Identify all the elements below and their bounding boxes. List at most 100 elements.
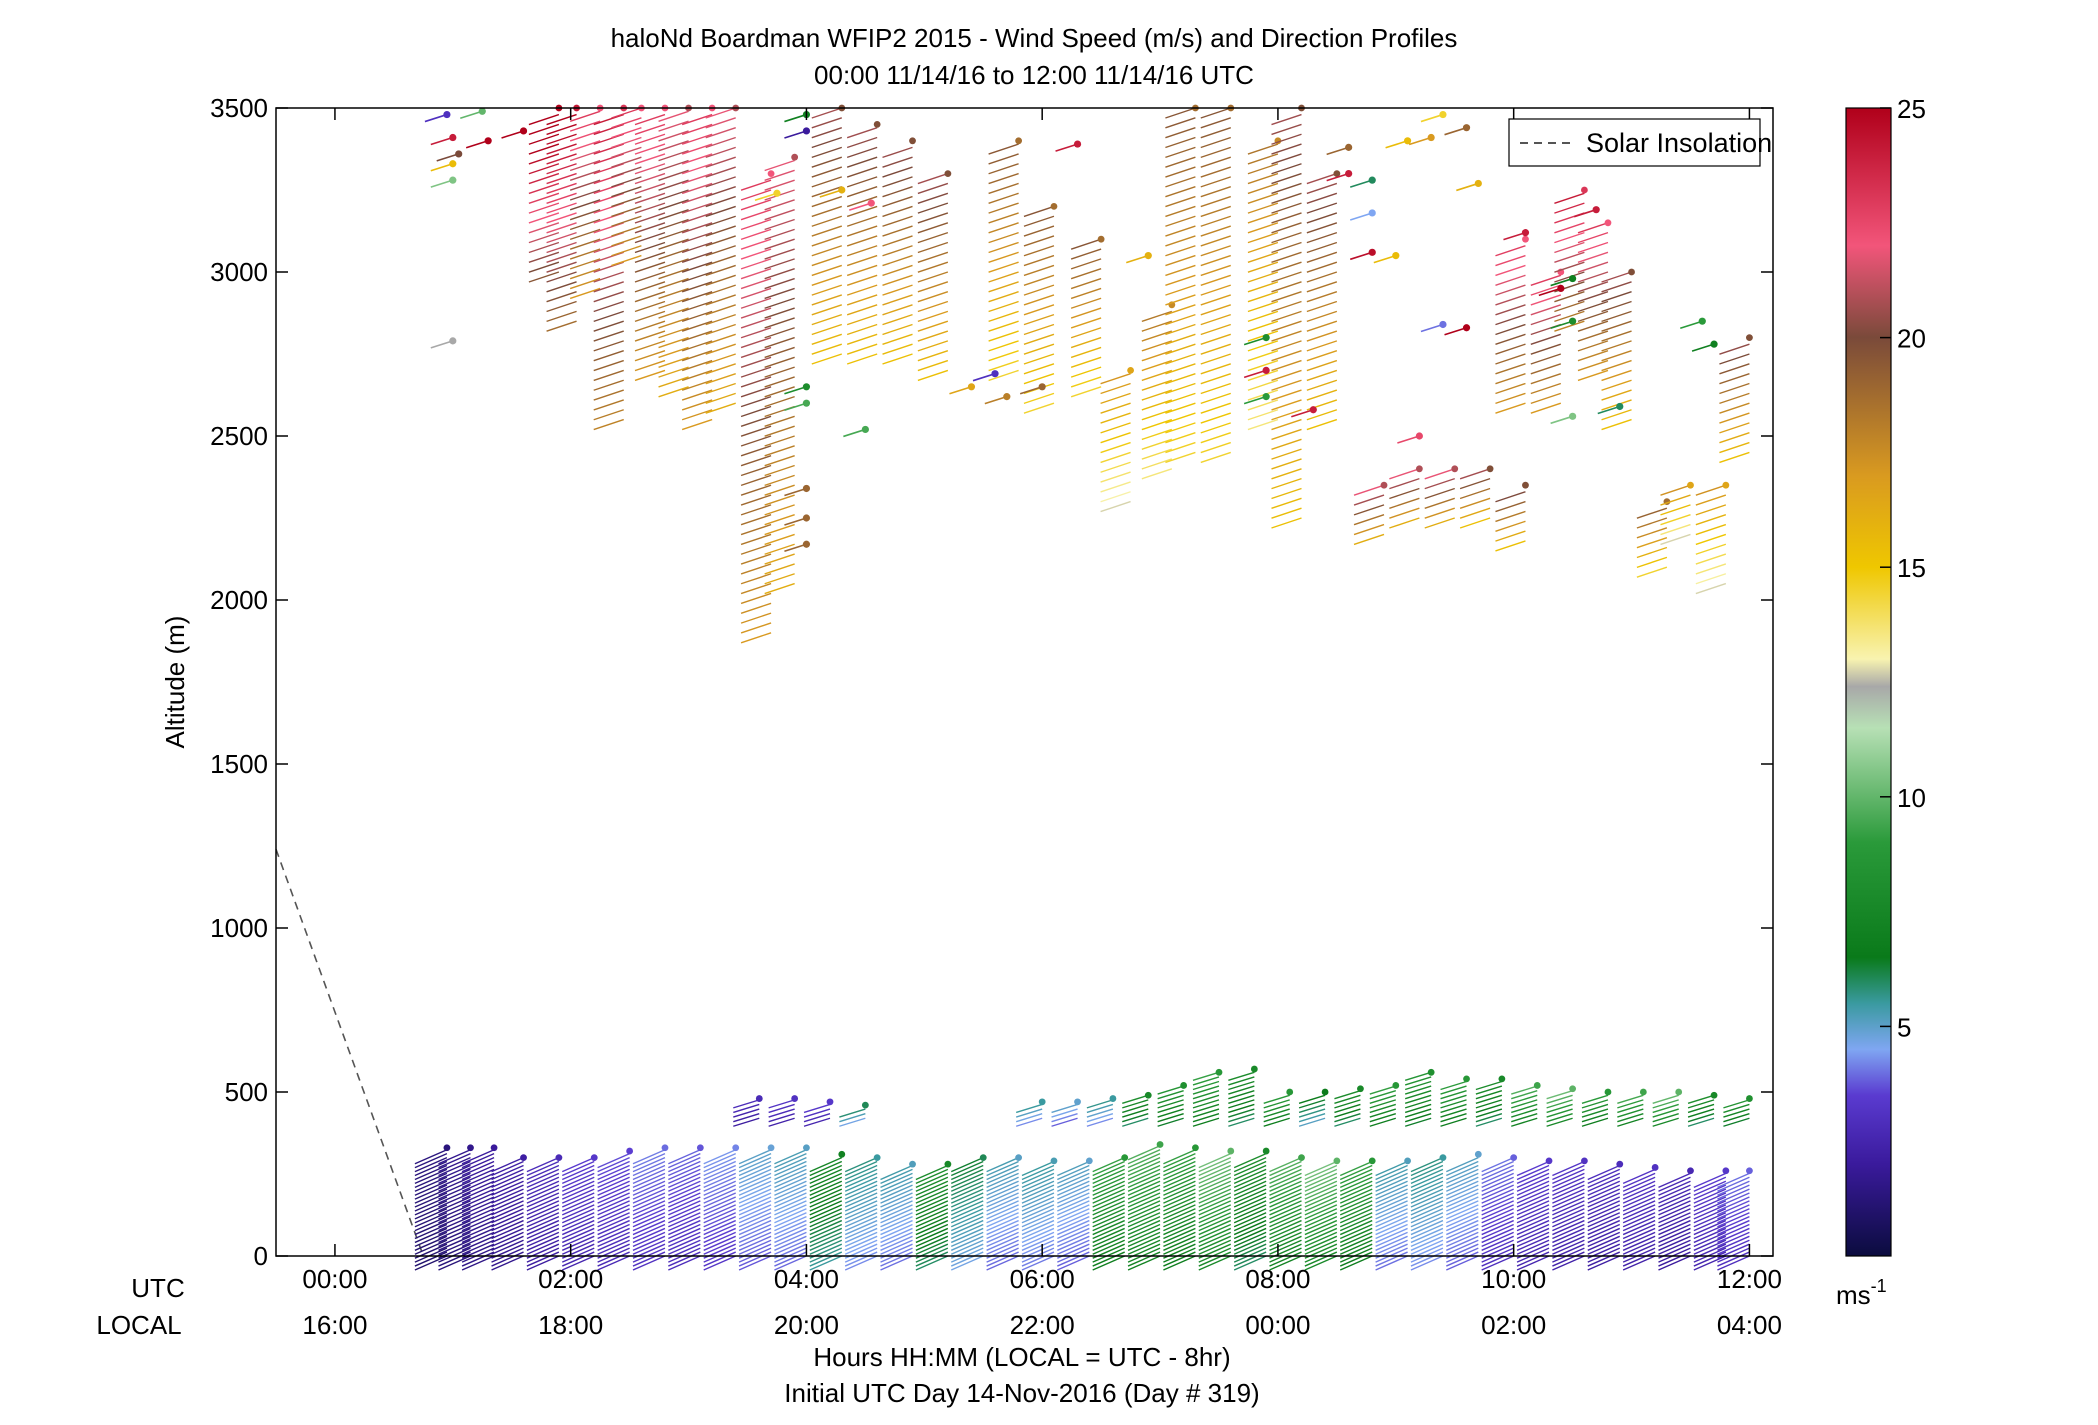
barb-shaft <box>880 1212 913 1228</box>
barb-shaft <box>1693 1251 1727 1267</box>
barb-shaft <box>1587 1231 1621 1248</box>
upper-profile-column <box>1530 268 1565 414</box>
y-tick-label: 3000 <box>210 257 268 287</box>
barb-shaft <box>1530 382 1562 395</box>
barb-shaft <box>880 1255 913 1271</box>
barb-shaft <box>1092 1196 1125 1212</box>
barb-shaft <box>668 1235 701 1251</box>
barb-shaft <box>414 1235 448 1251</box>
barb-shaft <box>1546 1117 1573 1127</box>
barb-shaft <box>1410 1160 1444 1177</box>
barb-dot <box>484 137 492 145</box>
barb-shaft <box>1410 1231 1444 1248</box>
barb-dot <box>1262 366 1270 374</box>
barb-shaft <box>1339 1223 1373 1240</box>
x-tick-label-local: 16:00 <box>302 1310 367 1340</box>
barb-shaft <box>844 1227 878 1244</box>
barb-shaft <box>668 1219 701 1236</box>
barb-shaft <box>740 386 772 398</box>
barb-shaft <box>880 1164 913 1181</box>
barb-shaft <box>1375 1227 1408 1244</box>
barb-shaft <box>1554 202 1585 214</box>
barb-shaft <box>1587 1255 1621 1271</box>
barb-dot <box>1675 1088 1683 1096</box>
barb-shaft <box>882 264 913 277</box>
barb-shaft <box>569 277 601 290</box>
barb-shaft <box>764 346 795 359</box>
barb-shaft <box>1233 1227 1267 1244</box>
barb-shaft <box>1263 1094 1290 1104</box>
barb-shaft <box>811 304 843 316</box>
barb-shaft <box>1349 251 1373 261</box>
barb-shaft <box>1200 117 1232 129</box>
barb-shaft <box>950 1172 984 1188</box>
barb-shaft <box>1163 1255 1196 1271</box>
barb-shaft <box>703 1204 736 1220</box>
barb-shaft <box>774 1153 807 1169</box>
barb-shaft <box>1141 428 1173 441</box>
barb-shaft <box>846 235 878 247</box>
barb-shaft <box>1375 1215 1408 1232</box>
barb-shaft <box>1023 225 1055 237</box>
upper-profile-column <box>1389 465 1423 529</box>
barb-shaft <box>438 1255 471 1271</box>
barb-shaft <box>668 1239 701 1255</box>
barb-shaft <box>740 553 772 565</box>
barb-shaft <box>784 402 807 411</box>
barb-shaft <box>811 215 843 227</box>
barb-shaft <box>1375 1251 1408 1267</box>
barb-shaft <box>1163 1235 1196 1251</box>
barb-shaft <box>809 1192 843 1208</box>
barb-shaft <box>988 340 1019 352</box>
scatter-barb <box>1397 432 1423 444</box>
barb-shaft <box>1269 1251 1302 1267</box>
scatter-barb <box>1538 284 1565 297</box>
barb-shaft <box>546 182 577 195</box>
barb-shaft <box>1228 1112 1255 1123</box>
barb-shaft <box>880 1172 913 1188</box>
barb-shaft <box>1228 1076 1255 1086</box>
barb-shaft <box>1601 409 1632 421</box>
barb-shaft <box>668 1156 701 1173</box>
barb-shaft <box>681 291 713 303</box>
barb-shaft <box>1530 363 1562 375</box>
barb-shaft <box>740 415 772 427</box>
barb-shaft <box>738 1239 772 1255</box>
barb-shaft <box>988 182 1019 195</box>
barb-shaft <box>491 1208 524 1224</box>
barb-shaft <box>1304 1188 1338 1204</box>
barb-shaft <box>634 291 666 303</box>
barb-shaft <box>1200 441 1232 454</box>
barb-shaft <box>668 1192 701 1208</box>
barb-shaft <box>569 287 601 300</box>
barb-dot <box>449 133 457 142</box>
barb-shaft <box>1481 1156 1514 1173</box>
barb-shaft <box>526 1200 560 1216</box>
barb-shaft <box>1404 1112 1432 1123</box>
lower-profile-column <box>1410 1154 1447 1271</box>
barb-shaft <box>611 195 642 208</box>
barb-shaft <box>1349 212 1373 221</box>
barb-shaft <box>1015 1117 1043 1127</box>
barb-shaft <box>764 376 795 388</box>
barb-shaft <box>1021 1247 1055 1263</box>
barb-shaft <box>986 1160 1019 1177</box>
barb-shaft <box>1233 1176 1267 1192</box>
barb-dot <box>802 540 811 548</box>
barb-dot <box>1522 235 1529 243</box>
barb-shaft <box>597 1212 630 1228</box>
barb-shaft <box>1495 274 1526 286</box>
barb-shaft <box>703 1180 736 1196</box>
barb-shaft <box>528 251 560 263</box>
barb-shaft <box>1092 1192 1125 1208</box>
barb-shaft <box>528 163 560 175</box>
barb-shaft <box>1163 1192 1196 1208</box>
scatter-barb <box>1573 206 1600 218</box>
barb-shaft <box>491 1215 524 1232</box>
barb-shaft <box>1165 117 1196 129</box>
barb-shaft <box>705 343 736 355</box>
barb-shaft <box>986 1176 1019 1192</box>
barb-shaft <box>764 464 795 477</box>
lower-profile-column <box>703 1144 740 1271</box>
barb-shaft <box>988 310 1019 323</box>
